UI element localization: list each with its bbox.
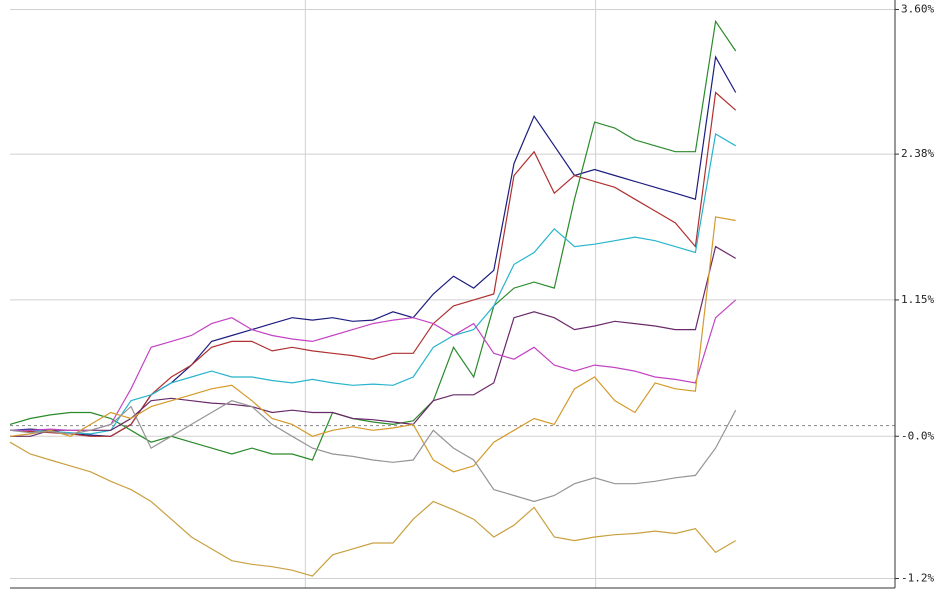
series-line — [10, 299, 737, 431]
series-line — [9, 19, 737, 461]
y-tick-label: -0.0% — [901, 429, 934, 442]
plot-area — [10, 0, 895, 588]
series-line — [9, 91, 737, 437]
series-line — [9, 216, 736, 473]
series-line — [10, 133, 737, 435]
series-line — [9, 400, 737, 503]
y-tick-label: -1.2% — [901, 572, 934, 585]
y-tick-label: 1.15% — [901, 293, 934, 306]
y-tick-label: 3.60% — [901, 2, 934, 15]
y-tick-label: 2.38% — [901, 147, 934, 160]
series-line — [9, 441, 737, 577]
